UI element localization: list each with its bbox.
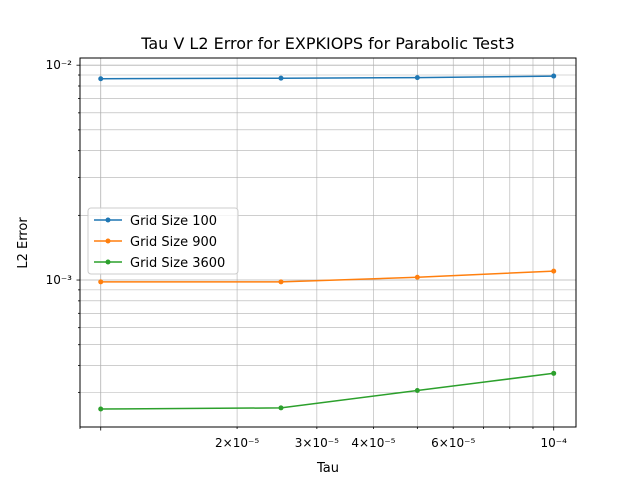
legend-frame (87, 207, 239, 275)
y-tick-label: 10⁻³ (46, 273, 73, 287)
legend-label-grid-size-3600: Grid Size 3600 (130, 256, 225, 271)
legend-marker-grid-size-900 (105, 238, 111, 244)
chart-title: Tau V L2 Error for EXPKIOPS for Paraboli… (140, 34, 515, 53)
data-point-grid-size-900 (278, 279, 284, 285)
y-axis-label: L2 Error (16, 217, 31, 269)
x-axis-label: Tau (316, 461, 339, 476)
legend-label-grid-size-100: Grid Size 100 (130, 214, 217, 229)
legend: Grid Size 100 Grid Size 900 Grid Size 3600 (87, 207, 239, 275)
data-point-grid-size-3600 (551, 370, 557, 376)
series-line-grid-size-900 (100, 270, 554, 283)
data-point-grid-size-100 (278, 75, 284, 81)
data-point-grid-size-3600 (278, 405, 284, 411)
plot-area-frame (79, 57, 577, 428)
data-point-grid-size-3600 (98, 406, 104, 412)
data-point-grid-size-900 (98, 279, 104, 285)
data-point-grid-size-100 (551, 73, 557, 79)
x-tick-label: 2×10⁻⁵ (215, 436, 259, 450)
series-line-grid-size-100 (100, 75, 554, 80)
x-tick-label: 6×10⁻⁵ (431, 436, 475, 450)
grid-layer (79, 58, 576, 427)
legend-marker-grid-size-100 (105, 217, 111, 223)
legend-label-grid-size-900: Grid Size 900 (130, 235, 217, 250)
tick-layer: 10⁻⁴ 2×10⁻⁵ 3×10⁻⁵ 4×10⁻⁵ 6×10⁻⁵ 10⁻³ 10⁻² (46, 58, 568, 450)
data-point-grid-size-100 (414, 75, 420, 81)
data-point-grid-size-900 (551, 268, 557, 274)
y-tick-label: 10⁻² (46, 58, 73, 72)
legend-marker-grid-size-3600 (105, 259, 111, 265)
x-tick-label: 3×10⁻⁵ (295, 436, 339, 450)
x-tick-label: 10⁻⁴ (540, 436, 567, 450)
series-line-grid-size-3600 (100, 372, 554, 410)
data-point-grid-size-100 (98, 76, 104, 82)
data-point-grid-size-3600 (414, 388, 420, 394)
series-layer (98, 73, 557, 412)
data-point-grid-size-900 (414, 274, 420, 280)
x-tick-label: 4×10⁻⁵ (351, 436, 395, 450)
